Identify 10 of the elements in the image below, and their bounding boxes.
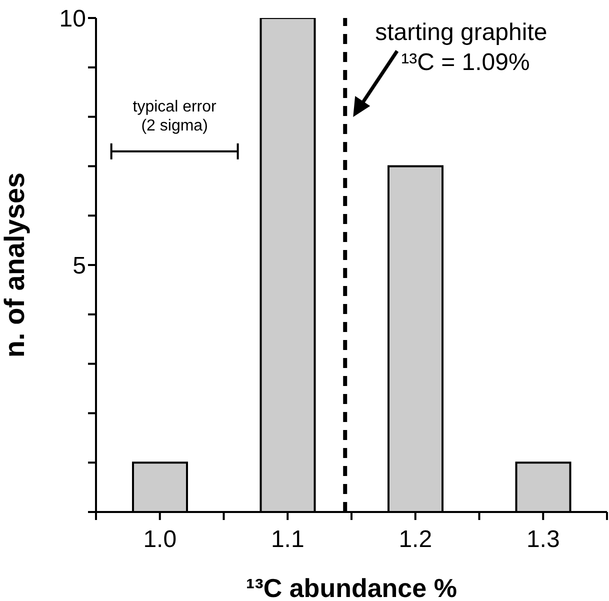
x-tick-label: 1.3 [526, 526, 560, 554]
x-axis-title: ¹³C abundance % [246, 573, 457, 601]
y-tick-label: 10 [59, 6, 86, 33]
annotation: starting graphite ¹³C = 1.09% [375, 19, 548, 76]
x-tick-label: 1.1 [270, 526, 304, 554]
annotation: typical error (2 sigma) [132, 98, 218, 134]
y-tick-label: 5 [72, 252, 86, 280]
y-axis-title: n. of analyses [0, 172, 30, 358]
x-tick-label: 1.2 [398, 526, 432, 554]
x-tick-label: 1.0 [143, 526, 177, 554]
